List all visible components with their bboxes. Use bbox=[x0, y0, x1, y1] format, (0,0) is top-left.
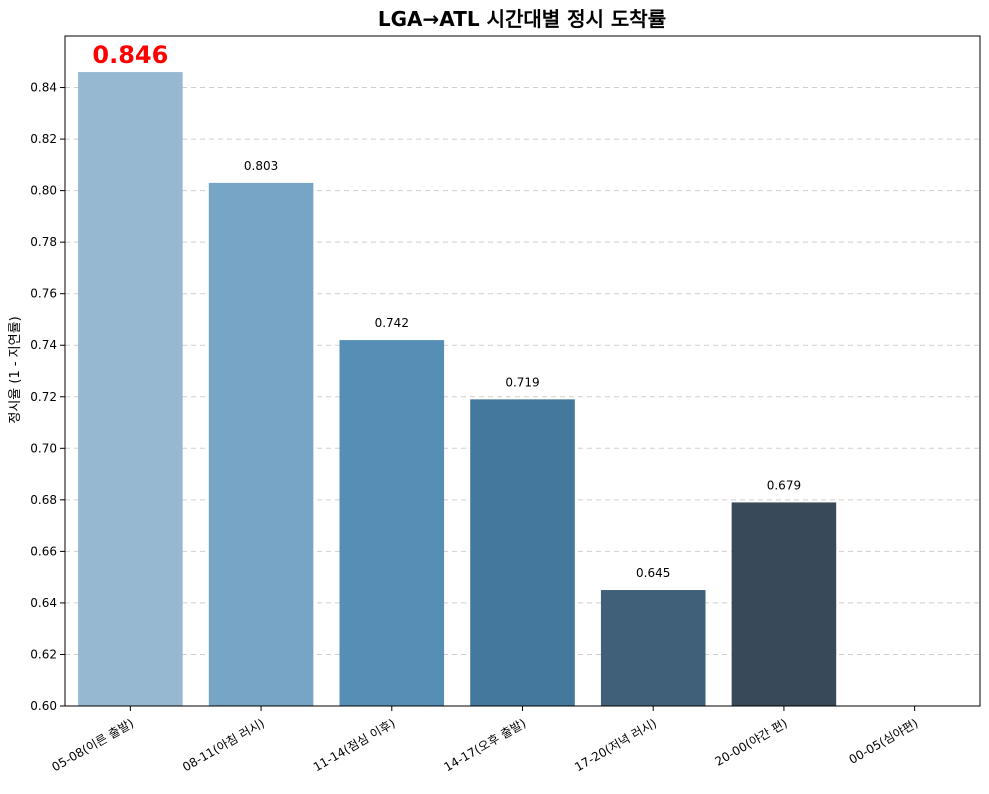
y-tick-label: 0.70 bbox=[30, 441, 57, 455]
y-tick-label: 0.76 bbox=[30, 287, 57, 301]
bar-value-labels: 0.846 0.803 0.742 0.719 0.645 0.679 bbox=[92, 41, 801, 580]
y-tick-label: 0.68 bbox=[30, 493, 57, 507]
y-tick-label: 0.72 bbox=[30, 390, 57, 404]
x-tick-label: 11-14(점심 이후) bbox=[311, 716, 398, 774]
bar-value-label: 0.742 bbox=[375, 316, 409, 330]
plot-frame bbox=[64, 35, 981, 707]
bar bbox=[208, 182, 314, 706]
y-axis-label: 정시율 (1 - 지연률) bbox=[8, 316, 23, 423]
chart-title: LGA→ATL 시간대별 정시 도착률 bbox=[378, 7, 666, 31]
bar-value-label: 0.719 bbox=[505, 375, 539, 389]
bar-value-label: 0.803 bbox=[244, 159, 278, 173]
y-tick-label: 0.64 bbox=[30, 596, 57, 610]
y-tick-label: 0.66 bbox=[30, 544, 57, 558]
bars bbox=[78, 72, 837, 707]
y-tick-label: 0.82 bbox=[30, 132, 57, 146]
bar bbox=[731, 502, 837, 706]
bar-value-label: 0.645 bbox=[636, 566, 670, 580]
bar bbox=[78, 72, 183, 707]
y-tick-label: 0.84 bbox=[30, 81, 57, 95]
bar bbox=[600, 590, 706, 706]
x-tick-label: 17-20(저녁 러시) bbox=[572, 716, 659, 774]
y-tick-label: 0.74 bbox=[30, 338, 57, 352]
x-tick-label: 14-17(오후 출발) bbox=[442, 716, 529, 774]
x-tick-label: 05-08(이른 출발) bbox=[49, 716, 136, 774]
bar-value-label: 0.679 bbox=[767, 478, 801, 492]
x-tick-label: 20-00(야간 편) bbox=[713, 716, 790, 769]
y-tick-label: 0.60 bbox=[30, 699, 57, 713]
y-tick-label: 0.80 bbox=[30, 184, 57, 198]
x-tick-label: 08-11(아침 러시) bbox=[180, 716, 267, 774]
bar bbox=[470, 399, 575, 706]
y-tick-label: 0.78 bbox=[30, 235, 57, 249]
bar-value-label: 0.846 bbox=[92, 41, 168, 69]
x-tick-label: 00-05(심야편) bbox=[847, 716, 921, 767]
bar bbox=[339, 340, 445, 706]
y-tick-label: 0.62 bbox=[30, 647, 57, 661]
